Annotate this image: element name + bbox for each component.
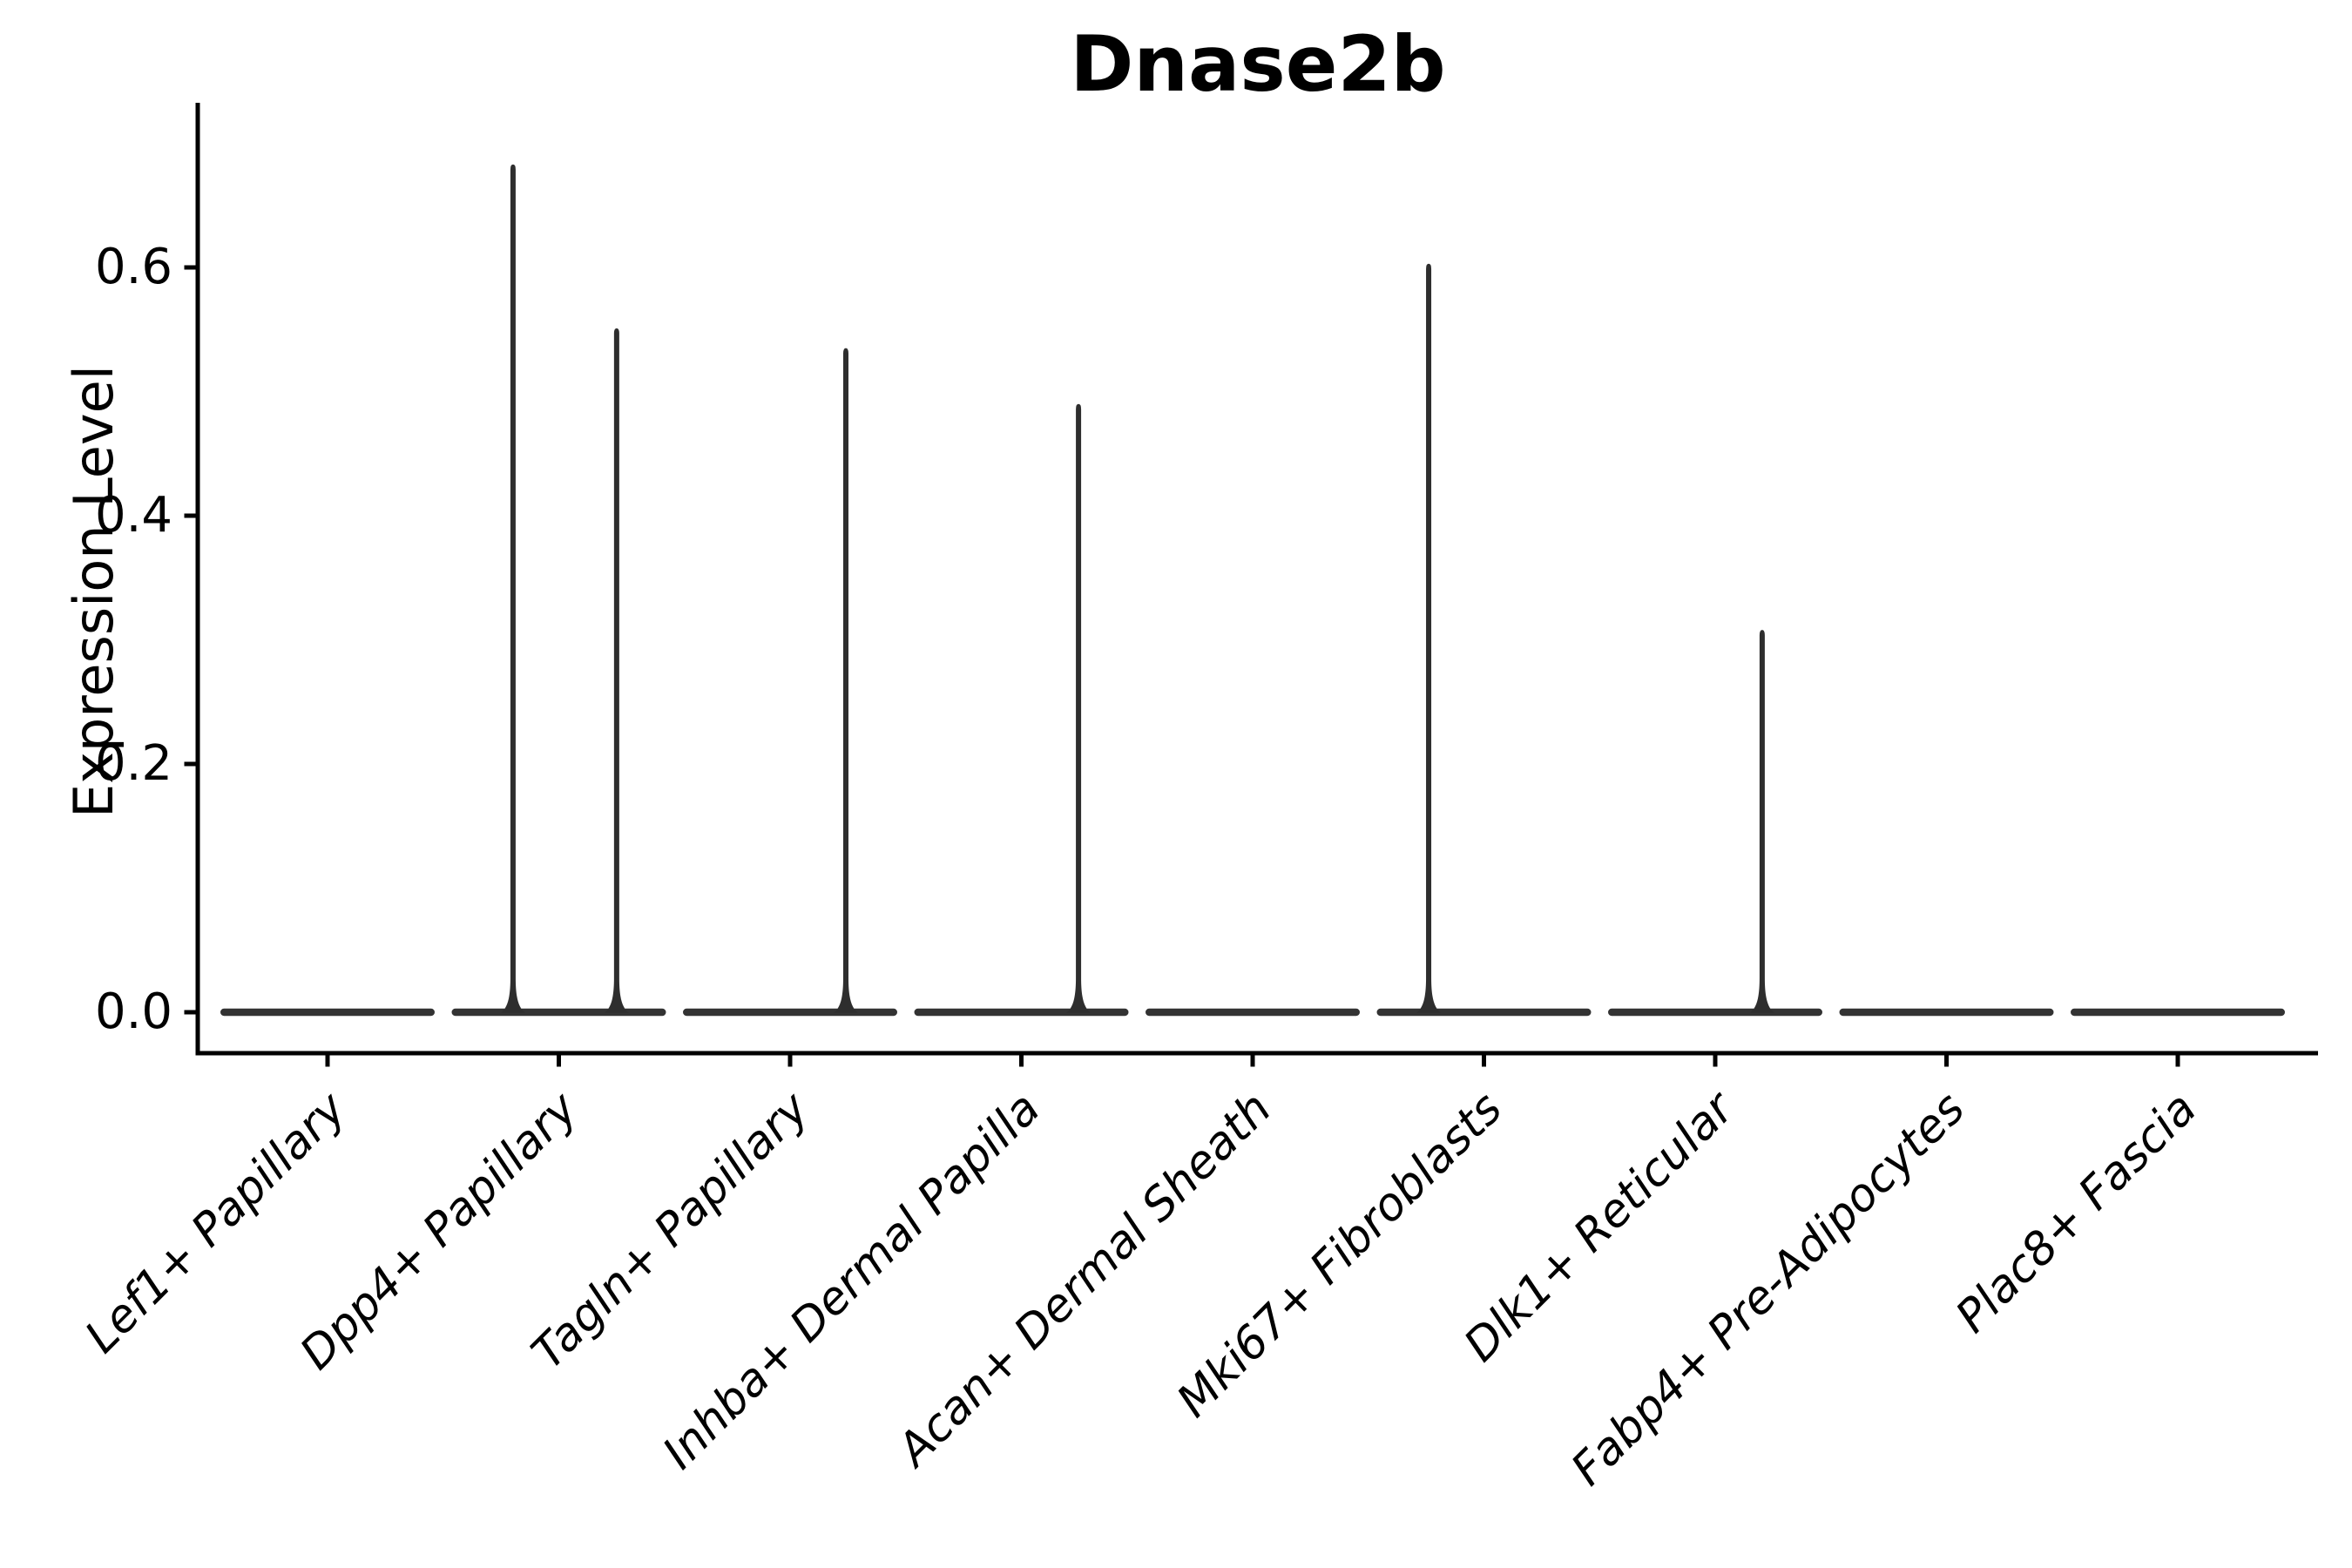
violin-body (1839, 1008, 2054, 1017)
axes-ticks (184, 265, 2180, 1067)
violin-body (2071, 1008, 2285, 1017)
y-tick-label: 0.4 (94, 487, 172, 544)
violin-body (683, 1008, 897, 1017)
violin-body (1146, 1008, 1360, 1017)
violin-spike (500, 164, 525, 1013)
violin-spike (1416, 263, 1442, 1013)
violins (220, 164, 2285, 1017)
violin-spike (1749, 630, 1774, 1013)
violin-body (220, 1008, 435, 1017)
violin-body (914, 1008, 1129, 1017)
y-tick-label: 0.0 (94, 983, 172, 1040)
axes-spines (195, 103, 2318, 1056)
chart-title: Dnase2b (1070, 19, 1446, 109)
violin-body (1608, 1008, 1822, 1017)
violin-body (451, 1008, 666, 1017)
y-tick-label: 0.6 (94, 239, 172, 295)
y-axis-label: Expression Level (62, 365, 125, 818)
violin-spike (833, 348, 858, 1013)
violin-body (1376, 1008, 1592, 1017)
violin-spike (1066, 403, 1092, 1013)
y-tick-label: 0.2 (94, 735, 172, 792)
violin-spike (604, 328, 629, 1013)
